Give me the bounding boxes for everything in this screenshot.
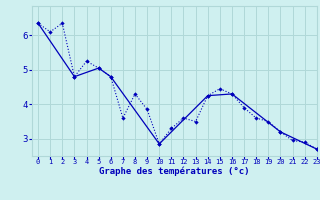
X-axis label: Graphe des températures (°c): Graphe des températures (°c): [99, 167, 250, 176]
